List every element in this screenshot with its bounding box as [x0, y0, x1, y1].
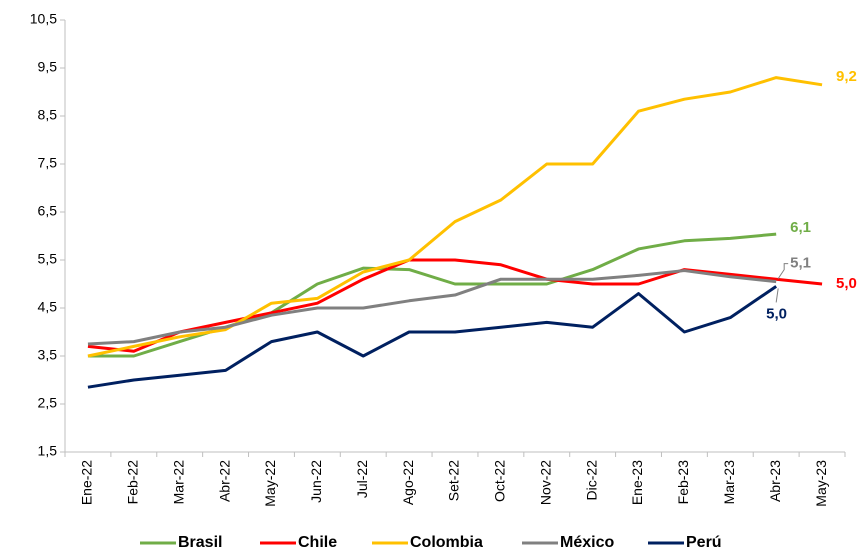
y-tick-label: 4,5: [38, 299, 58, 315]
y-tick-label: 2,5: [38, 395, 58, 411]
series-line: [87, 285, 778, 389]
x-tick-label: Feb-22: [125, 460, 141, 505]
x-tick-label: Abr-22: [216, 460, 232, 502]
x-tick-label: Abr-23: [767, 460, 783, 502]
x-tick-label: Nov-22: [537, 460, 553, 505]
legend-label: Brasil: [178, 534, 222, 551]
y-tick-label: 9,5: [38, 59, 58, 75]
legend-label: Colombia: [410, 534, 483, 551]
x-tick-label: Dic-22: [583, 460, 599, 501]
x-tick-label: Ene-22: [79, 460, 95, 505]
end-label: 5,0: [766, 305, 787, 322]
y-tick-label: 1,5: [38, 443, 58, 459]
y-tick-label: 5,5: [38, 251, 58, 267]
x-tick-label: Oct-22: [492, 460, 508, 502]
y-tick-label: 3,5: [38, 347, 58, 363]
x-tick-label: Jun-22: [308, 460, 324, 503]
end-label: 5,0: [836, 275, 857, 292]
y-tick-label: 8,5: [38, 107, 58, 123]
x-tick-label: Feb-23: [675, 460, 691, 505]
x-tick-label: Jul-22: [354, 460, 370, 498]
x-tick-label: May-23: [813, 460, 829, 507]
legend-label: Chile: [298, 534, 337, 551]
x-tick-label: Ago-22: [400, 460, 416, 505]
x-tick-label: Ene-23: [629, 460, 645, 505]
end-label: 6,1: [790, 219, 811, 236]
x-tick-label: May-22: [262, 460, 278, 507]
y-tick-label: 7,5: [38, 155, 58, 171]
x-tick-label: Mar-22: [170, 460, 186, 505]
series-line: [87, 269, 777, 346]
x-tick-label: Set-22: [446, 460, 462, 501]
end-label: 5,1: [790, 255, 811, 272]
end-label: 9,2: [836, 68, 857, 85]
series-line: [87, 232, 777, 358]
legend-label: Perú: [686, 534, 722, 551]
legend-label: México: [560, 534, 614, 551]
leader-line: [777, 263, 789, 279]
leader-line: [775, 288, 779, 303]
y-tick-label: 6,5: [38, 203, 58, 219]
y-tick-label: 10,5: [30, 11, 57, 27]
series-line: [87, 76, 823, 358]
x-tick-label: Mar-23: [721, 460, 737, 505]
